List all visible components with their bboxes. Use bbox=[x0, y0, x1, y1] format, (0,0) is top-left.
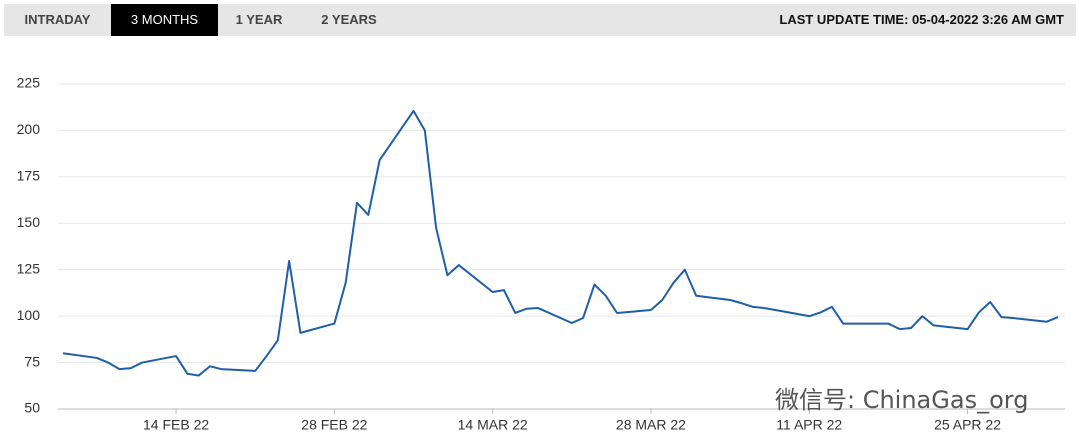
tab[interactable]: 1 YEAR bbox=[235, 12, 283, 27]
x-tick-label: 28 FEB 22 bbox=[301, 417, 367, 433]
watermark: 微信号: ChinaGas_org bbox=[775, 386, 1029, 414]
x-tick-label: 14 FEB 22 bbox=[143, 417, 209, 433]
y-tick-label: 225 bbox=[17, 75, 41, 91]
x-tick-label: 25 APR 22 bbox=[934, 417, 1001, 433]
y-tick-label: 200 bbox=[17, 121, 41, 137]
tab[interactable]: INTRADAY bbox=[24, 12, 91, 27]
y-tick-label: 75 bbox=[24, 353, 40, 369]
y-tick-label: 50 bbox=[24, 400, 40, 416]
x-tick-label: 14 MAR 22 bbox=[458, 417, 528, 433]
tab[interactable]: 3 MONTHS bbox=[111, 4, 218, 36]
y-tick-label: 100 bbox=[17, 307, 41, 323]
tab[interactable]: 2 YEARS bbox=[321, 12, 377, 27]
line bbox=[62, 109, 1059, 377]
tab-bar: INTRADAY 3 MONTHS 1 YEAR 2 YEARS LAST UP… bbox=[4, 4, 1076, 36]
last-update: LAST UPDATE TIME: 05-04-2022 3:26 AM GMT bbox=[779, 12, 1064, 27]
y-tick-label: 150 bbox=[17, 214, 41, 230]
y-tick-label: 125 bbox=[17, 260, 41, 276]
x-tick-label: 11 APR 22 bbox=[776, 417, 842, 433]
y-tick-label: 175 bbox=[17, 168, 41, 184]
x-tick-label: 28 MAR 22 bbox=[616, 417, 686, 433]
